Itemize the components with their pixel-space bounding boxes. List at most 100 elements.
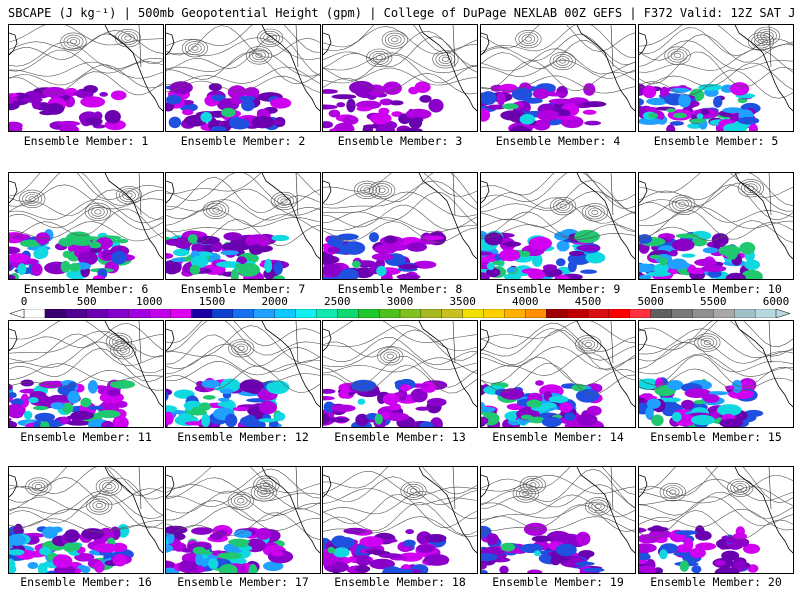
cape-shading [323,527,450,573]
ensemble-member-label: Ensemble Member: 7 [180,282,306,296]
height-contours [639,173,793,243]
ensemble-member-label: Ensemble Member: 4 [495,134,621,148]
colorbar-swatch [23,309,46,318]
ensemble-member-label: Ensemble Member: 12 [177,430,309,444]
ensemble-member-map [480,24,636,132]
height-contours [481,173,635,241]
colorbar-swatch [713,309,735,318]
cape-shading [166,230,290,279]
ensemble-member-label: Ensemble Member: 13 [334,430,466,444]
colorbar-swatch [629,309,652,318]
ensemble-member-label: Ensemble Member: 15 [650,430,782,444]
colorbar-swatch [546,309,568,318]
colorbar-tick-label: 4000 [512,295,539,308]
coastline [481,173,635,260]
map-plot [166,25,320,131]
colorbar-tick-label: 5500 [700,295,727,308]
ensemble-member-map [8,172,164,280]
colorbar-swatch [128,309,150,318]
height-contours [639,321,793,392]
ensemble-member-label: Ensemble Member: 5 [653,134,779,148]
map-plot [166,467,320,573]
colorbar-tick-label: 5000 [637,295,664,308]
colorbar-swatch [337,309,359,318]
colorbar-swatch [211,309,234,318]
ensemble-member-map [8,24,164,132]
height-contours [323,25,477,95]
map-plot [323,321,477,427]
ensemble-member-label: Ensemble Member: 14 [492,430,624,444]
ensemble-member-map [8,466,164,574]
colorbar-tick-label: 500 [76,295,97,308]
cape-shading [166,377,290,427]
colorbar-scale [10,309,790,318]
height-contours [481,467,635,533]
ensemble-member-label: Ensemble Member: 3 [337,134,463,148]
coastline [481,467,635,554]
cape-shading [481,522,605,573]
ensemble-member-label: Ensemble Member: 20 [650,575,782,589]
ensemble-member-map [165,466,321,574]
colorbar-tick-label: 3500 [449,295,476,308]
colorbar-swatch [608,309,631,318]
ensemble-member-map [638,24,794,132]
cape-shading [9,229,136,279]
map-plot [166,321,320,427]
ensemble-member-map [638,466,794,574]
colorbar-swatch [650,309,673,318]
colorbar-swatch [358,309,380,318]
colorbar-min-arrow [10,309,25,318]
colorbar-tick-label: 4500 [574,295,602,308]
cape-shading [166,81,292,131]
height-contours [9,467,163,533]
ensemble-member-map [8,320,164,428]
ensemble-member-map [480,466,636,574]
colorbar-tick-label: 0 [20,295,28,308]
colorbar-swatch [86,309,109,318]
colorbar-swatch [483,309,505,318]
coastline [9,467,163,554]
colorbar-swatch [274,309,297,318]
colorbar-swatch [566,309,589,318]
colorbar-tick-label: 3000 [386,295,414,308]
ensemble-member-map [165,24,321,132]
height-contours [323,467,477,537]
colorbar-tick-label: 1500 [198,295,226,308]
map-plot [481,25,635,131]
coastline [9,173,163,260]
map-plot [323,25,477,131]
height-contours [9,321,163,391]
colorbar-swatch [399,309,422,318]
height-contours [166,173,320,247]
height-contours [323,173,477,243]
ensemble-member-map [322,172,478,280]
colorbar-swatch [170,309,192,318]
cape-shading [639,82,761,131]
coastline [166,25,320,112]
ensemble-member-label: Ensemble Member: 10 [650,282,782,296]
coastline [9,25,163,112]
coastline [323,321,477,408]
colorbar-swatch [149,309,171,318]
coastline [639,321,793,408]
ensemble-member-label: Ensemble Member: 1 [23,134,149,148]
height-contours [9,25,163,96]
sbcape-colorbar: 0 500 1000 1500 2000 2500 3000 3500 4000 4500 5000… [10,296,790,320]
ensemble-member-label: Ensemble Member: 8 [337,282,463,296]
coastline [639,467,793,554]
map-title: SBCAPE (J kg⁻¹) | 500mb Geopotential Hei… [8,6,794,20]
colorbar-swatch [525,309,547,318]
map-plot [639,25,793,131]
ensemble-member-label: Ensemble Member: 11 [20,430,152,444]
colorbar-swatch [462,309,485,318]
colorbar-tick-label: 6000 [762,295,790,308]
ensemble-member-map [480,320,636,428]
map-plot [9,321,163,427]
ensemble-member-label: Ensemble Member: 6 [23,282,149,296]
ensemble-member-map [638,320,794,428]
map-plot [481,321,635,427]
cape-shading [323,378,448,427]
cape-shading [323,230,447,279]
colorbar-tick-label: 2000 [261,295,288,308]
cape-shading [481,82,607,131]
